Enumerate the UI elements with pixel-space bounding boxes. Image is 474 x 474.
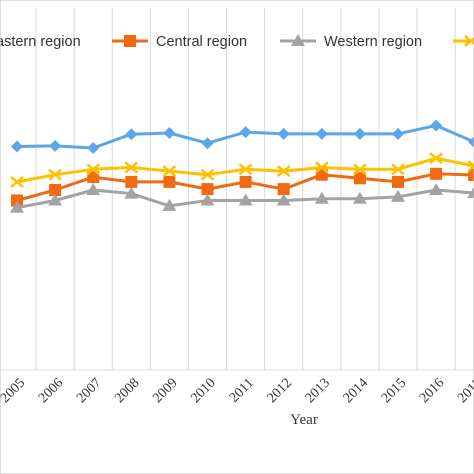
data-point xyxy=(48,193,63,206)
x-axis-title: Year xyxy=(290,412,318,428)
legend-label: astern region xyxy=(0,34,81,50)
data-point xyxy=(276,165,291,178)
series-4 xyxy=(10,152,474,188)
data-point xyxy=(238,163,253,176)
data-point xyxy=(467,186,474,198)
x-tick-label: 2016 xyxy=(417,376,447,406)
x-tick-label: 2011 xyxy=(227,376,257,406)
series-2 xyxy=(11,167,474,207)
x-tick-label: 2012 xyxy=(265,376,295,406)
data-point xyxy=(86,183,101,195)
data-point xyxy=(87,142,100,154)
data-point xyxy=(429,152,443,165)
data-point xyxy=(276,193,291,206)
data-point xyxy=(315,127,328,140)
data-point xyxy=(201,183,214,196)
data-point xyxy=(429,183,444,195)
data-point xyxy=(430,119,443,132)
data-point xyxy=(48,168,62,181)
data-point xyxy=(49,184,62,196)
data-point xyxy=(353,127,366,140)
data-point xyxy=(314,191,329,204)
x-tick-label: 2008 xyxy=(112,376,142,406)
data-point xyxy=(391,189,405,202)
legend-label: Western region xyxy=(324,34,422,50)
data-point xyxy=(468,169,474,181)
data-point xyxy=(10,200,24,213)
data-point xyxy=(315,168,328,181)
data-point xyxy=(353,172,366,185)
x-tick-label: 2013 xyxy=(303,376,333,406)
data-point xyxy=(353,163,367,176)
x-tick-label: 2006 xyxy=(36,376,66,406)
data-point xyxy=(11,194,23,207)
data-point xyxy=(467,160,474,172)
data-point xyxy=(87,171,100,184)
x-tick-label: 2010 xyxy=(188,376,218,406)
data-point xyxy=(86,163,101,176)
data-point xyxy=(124,161,139,174)
legend-label: Central region xyxy=(156,34,247,50)
data-point xyxy=(277,183,290,196)
data-point xyxy=(201,137,214,150)
series-1 xyxy=(11,119,474,154)
data-point xyxy=(125,175,138,188)
legend-item-3: Western region xyxy=(280,34,422,50)
data-point xyxy=(314,161,329,174)
legend: astern region Central region Western regio… xyxy=(0,34,474,50)
data-point xyxy=(392,127,404,140)
legend-marker xyxy=(124,35,136,47)
data-point xyxy=(430,167,443,180)
x-tick-label: 2014 xyxy=(341,376,371,406)
legend-marker xyxy=(291,34,305,46)
data-point xyxy=(125,128,138,141)
data-point xyxy=(392,175,404,188)
x-tick-label: 2015 xyxy=(379,376,409,406)
data-point xyxy=(124,186,139,199)
legend-marker xyxy=(464,35,474,47)
data-point xyxy=(352,191,367,204)
data-point xyxy=(10,175,24,188)
data-point xyxy=(391,163,405,176)
x-tick-label: 2017 xyxy=(455,376,474,406)
data-point xyxy=(163,175,176,188)
legend-item-1: astern region xyxy=(0,34,81,50)
x-tick-label: 2007 xyxy=(74,376,104,406)
gridlines xyxy=(35,8,456,370)
legend-item-4 xyxy=(453,35,474,47)
data-point xyxy=(238,193,253,206)
data-point xyxy=(239,126,252,139)
x-tick-label: 2009 xyxy=(150,376,180,406)
data-point xyxy=(11,140,23,153)
data-point xyxy=(277,127,290,140)
data-point xyxy=(163,127,176,139)
legend-item-2: Central region xyxy=(112,34,247,50)
data-point xyxy=(162,165,177,178)
x-tick-label: 2005 xyxy=(0,376,28,406)
series-3 xyxy=(10,183,474,213)
x-tick-labels: 2005 2006 2007 2008 2009 2010 2011 2012 2013 2014… xyxy=(0,376,474,406)
data-point xyxy=(468,136,474,148)
data-point xyxy=(49,139,62,152)
data-point xyxy=(200,168,215,181)
series-layer xyxy=(10,119,474,213)
data-point xyxy=(239,175,252,188)
data-point xyxy=(200,193,215,206)
data-point xyxy=(162,198,177,211)
